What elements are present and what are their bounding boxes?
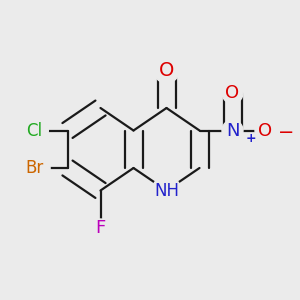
Text: +: +	[245, 132, 256, 145]
Text: N: N	[226, 122, 239, 140]
Text: O: O	[225, 84, 240, 102]
Circle shape	[92, 219, 110, 237]
Circle shape	[152, 176, 181, 205]
Text: O: O	[258, 122, 273, 140]
Circle shape	[255, 120, 276, 141]
Text: NH: NH	[154, 182, 179, 200]
Text: Br: Br	[26, 159, 44, 177]
Circle shape	[19, 152, 50, 184]
Text: F: F	[95, 219, 106, 237]
Circle shape	[222, 120, 243, 141]
Text: O: O	[159, 61, 174, 80]
Circle shape	[222, 82, 243, 103]
Circle shape	[21, 117, 48, 144]
Text: Cl: Cl	[26, 122, 43, 140]
Text: −: −	[278, 123, 295, 142]
Circle shape	[154, 58, 179, 83]
